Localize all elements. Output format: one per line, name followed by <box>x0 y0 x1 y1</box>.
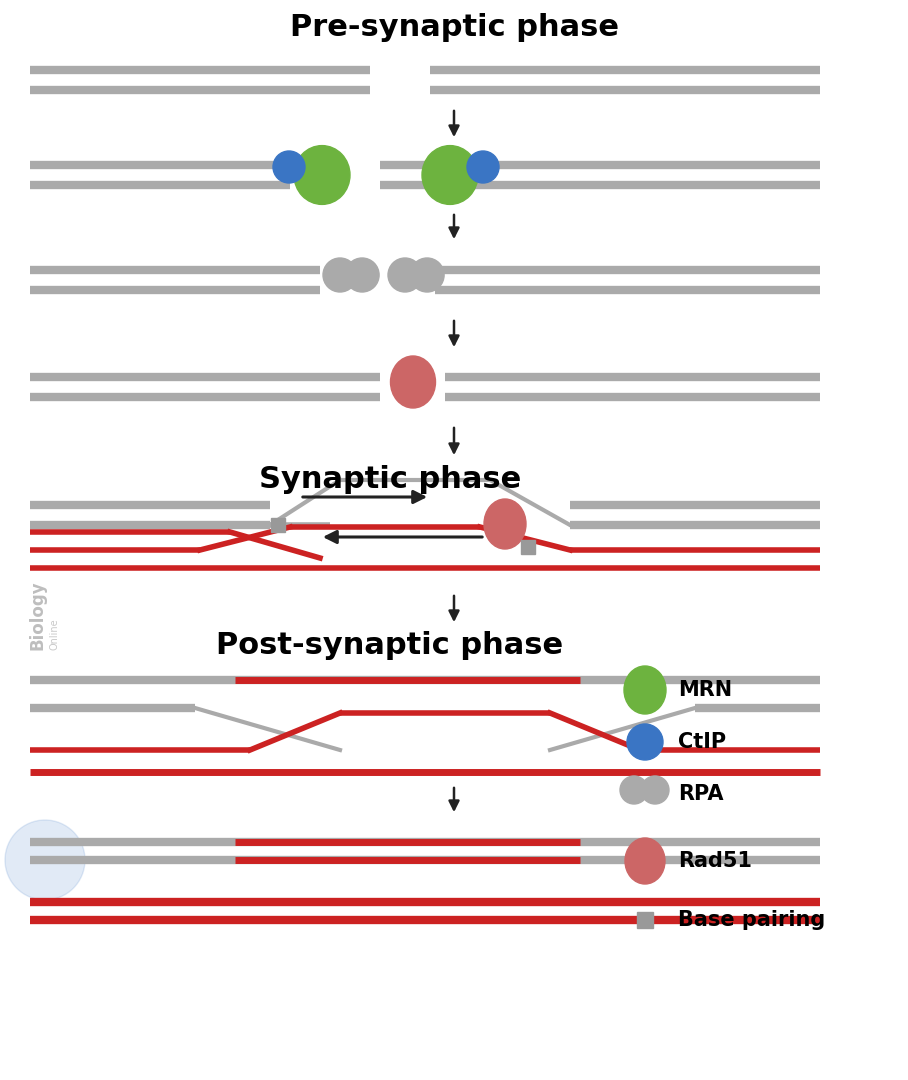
Text: Post-synaptic phase: Post-synaptic phase <box>216 631 564 660</box>
Text: Rad51: Rad51 <box>678 851 752 870</box>
Circle shape <box>627 724 663 760</box>
Text: Online: Online <box>50 619 60 650</box>
Text: CtIP: CtIP <box>678 732 726 752</box>
Text: Pre-synaptic phase: Pre-synaptic phase <box>290 13 618 42</box>
Circle shape <box>410 258 444 292</box>
Bar <box>521 540 535 554</box>
Text: RPA: RPA <box>678 784 724 804</box>
Bar <box>271 518 285 532</box>
Circle shape <box>388 258 422 292</box>
Ellipse shape <box>484 499 526 549</box>
Circle shape <box>641 777 669 804</box>
Ellipse shape <box>625 838 665 885</box>
Bar <box>637 912 653 928</box>
Text: MRN: MRN <box>678 680 732 700</box>
Circle shape <box>273 151 305 183</box>
Circle shape <box>5 820 85 900</box>
Text: Synaptic phase: Synaptic phase <box>259 465 521 495</box>
Circle shape <box>323 258 357 292</box>
Ellipse shape <box>390 356 436 408</box>
Text: Base pairing: Base pairing <box>678 910 825 930</box>
Circle shape <box>467 151 499 183</box>
Ellipse shape <box>294 146 350 204</box>
Circle shape <box>620 777 648 804</box>
Ellipse shape <box>422 146 478 204</box>
Circle shape <box>345 258 380 292</box>
Ellipse shape <box>624 666 666 714</box>
Text: Biology: Biology <box>29 580 47 650</box>
